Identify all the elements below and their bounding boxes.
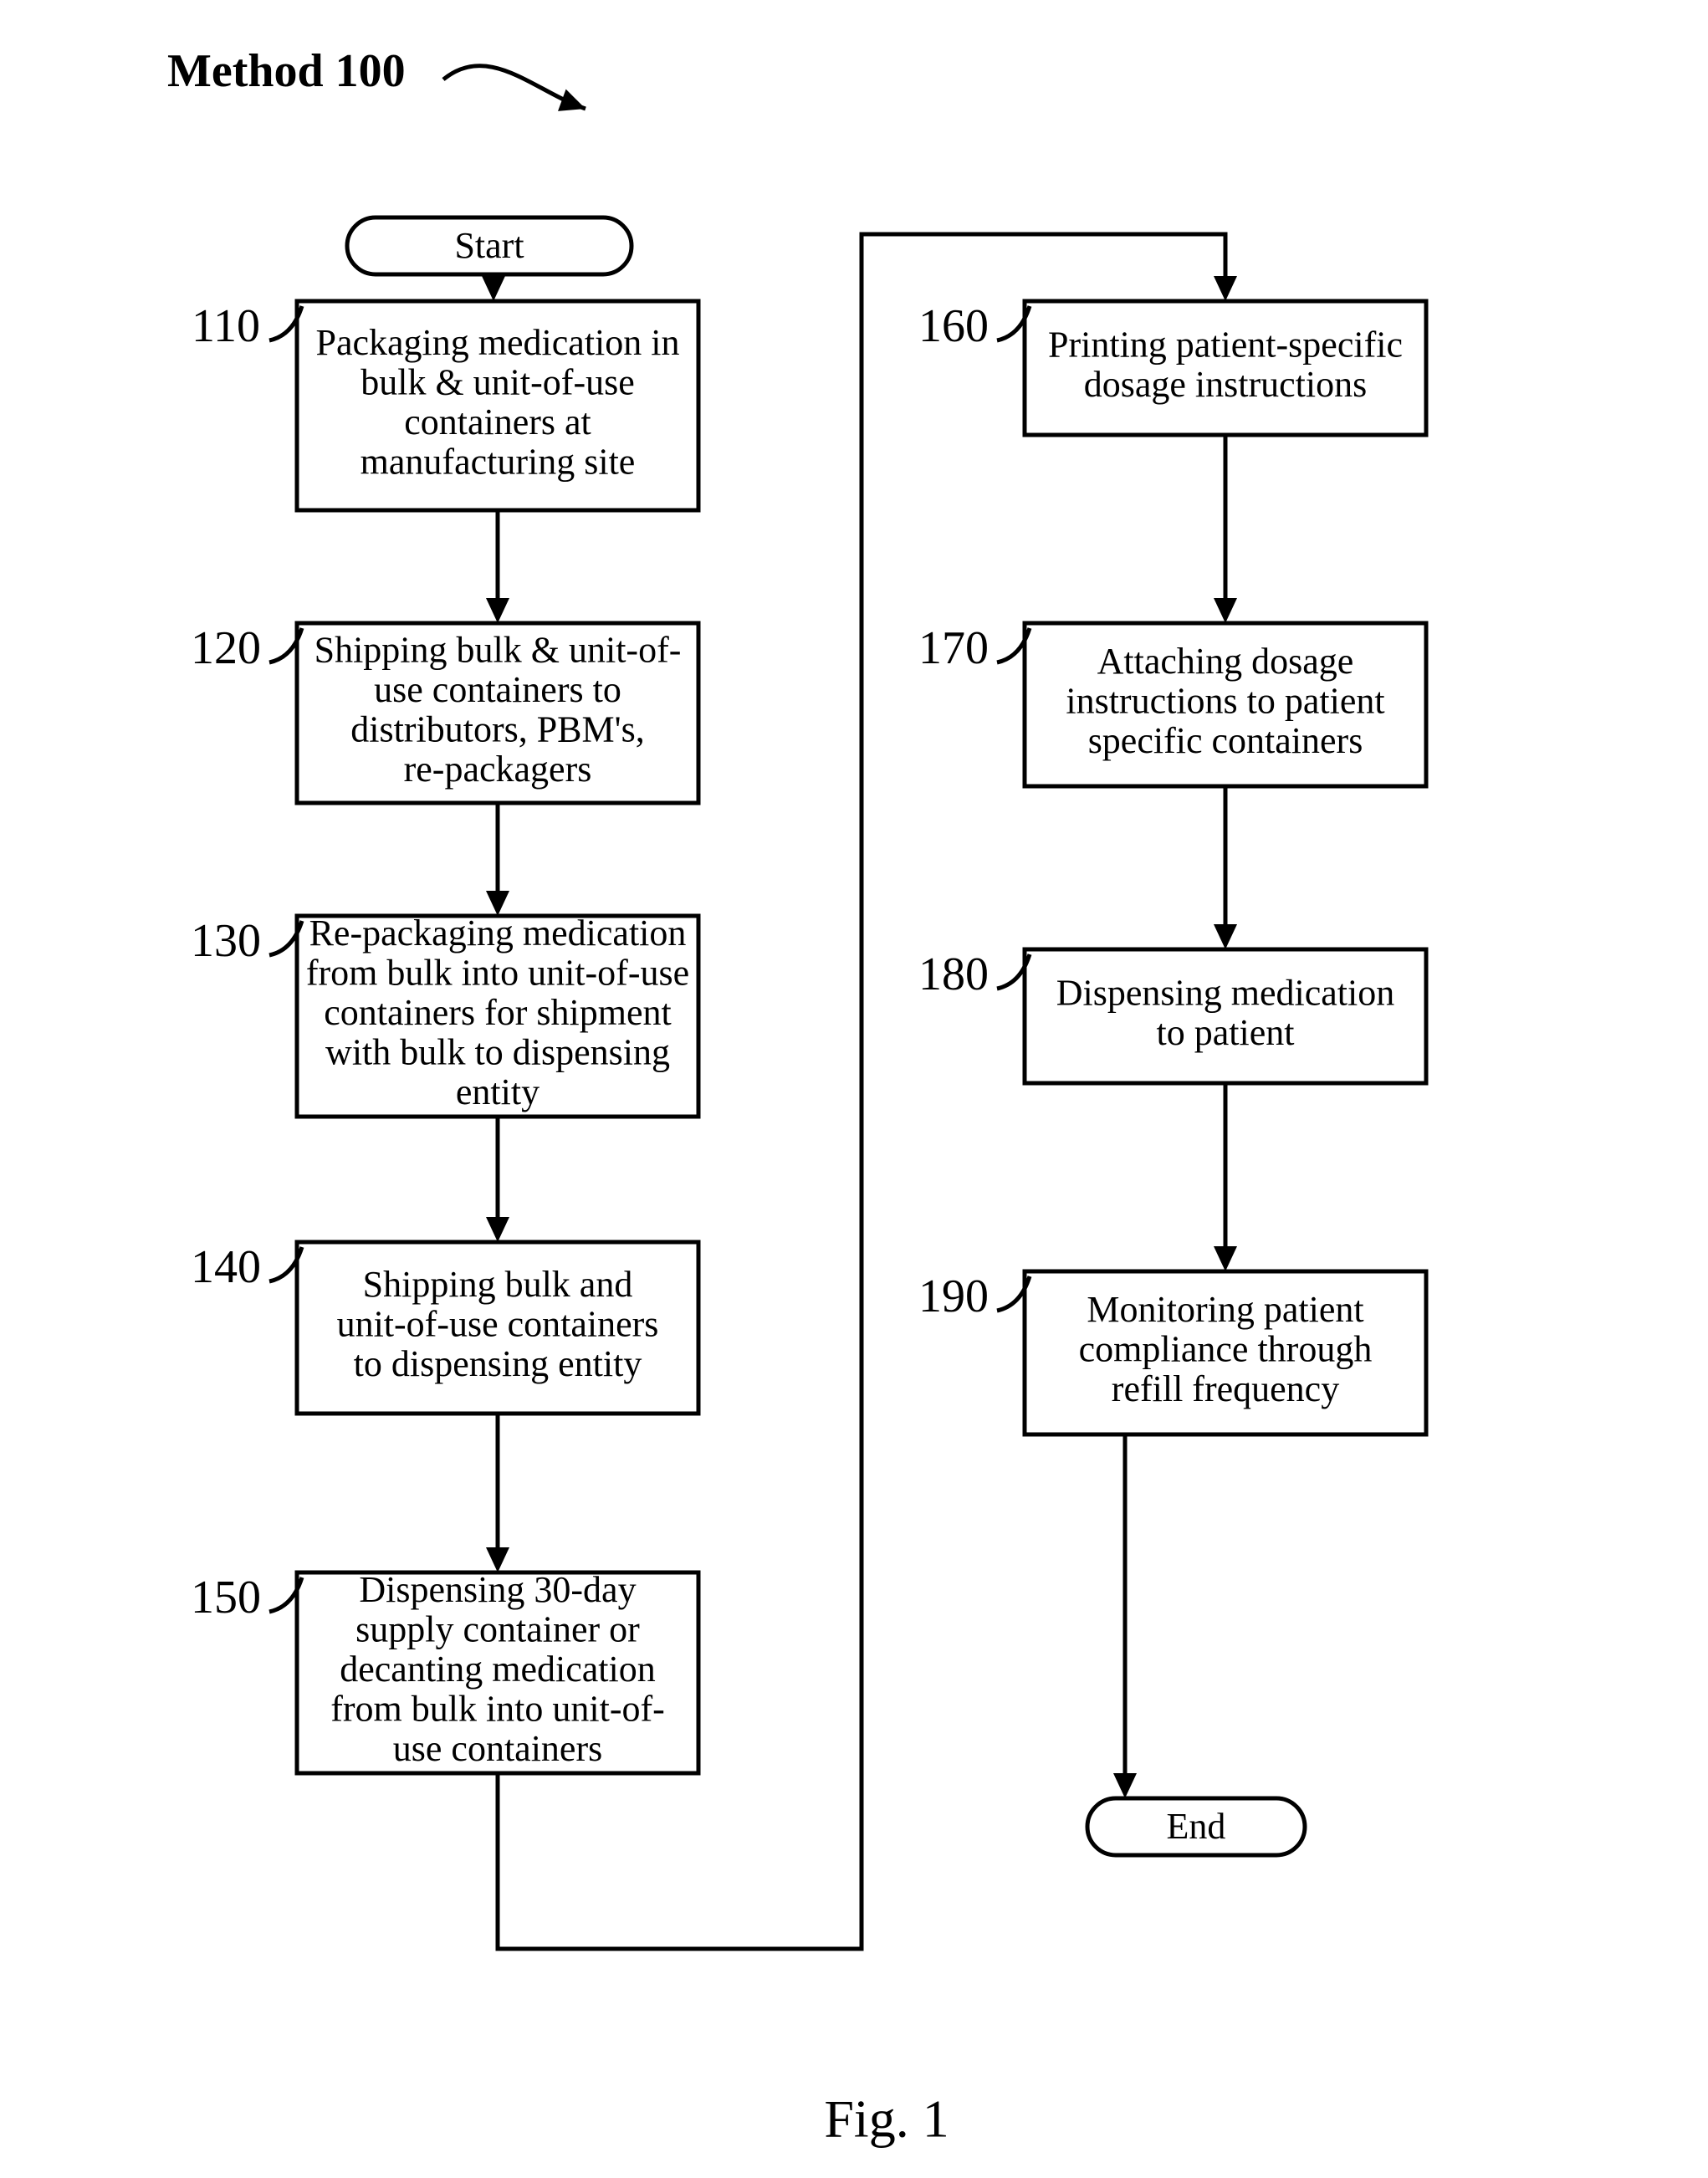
svg-text:manufacturing site: manufacturing site (361, 441, 636, 482)
svg-text:120: 120 (191, 622, 261, 674)
svg-text:150: 150 (191, 1572, 261, 1623)
svg-text:containers at: containers at (404, 401, 591, 442)
svg-text:Start: Start (454, 225, 524, 266)
svg-text:use containers: use containers (393, 1728, 602, 1769)
svg-text:supply container or: supply container or (355, 1609, 640, 1650)
svg-text:with bulk to dispensing: with bulk to dispensing (325, 1032, 670, 1073)
svg-text:190: 190 (918, 1270, 989, 1322)
svg-text:Dispensing medication: Dispensing medication (1056, 972, 1395, 1013)
svg-text:Dispensing 30-day: Dispensing 30-day (359, 1569, 636, 1610)
svg-text:instructions to patient: instructions to patient (1066, 681, 1384, 722)
svg-text:unit-of-use containers: unit-of-use containers (337, 1304, 659, 1345)
svg-text:refill frequency: refill frequency (1112, 1368, 1339, 1409)
svg-text:Method 100: Method 100 (167, 45, 406, 97)
svg-text:bulk & unit-of-use: bulk & unit-of-use (361, 361, 635, 402)
svg-text:Attaching dosage: Attaching dosage (1097, 641, 1354, 682)
svg-text:180: 180 (918, 948, 989, 1000)
svg-text:Shipping bulk and: Shipping bulk and (363, 1264, 633, 1305)
svg-text:Packaging medication in: Packaging medication in (316, 322, 680, 363)
svg-text:re-packagers: re-packagers (404, 749, 592, 790)
svg-text:110: 110 (192, 300, 260, 352)
svg-text:Re-packaging medication: Re-packaging medication (309, 913, 687, 954)
svg-text:use containers to: use containers to (374, 669, 621, 710)
svg-text:Fig. 1: Fig. 1 (824, 2089, 949, 2149)
svg-text:containers for shipment: containers for shipment (324, 992, 671, 1033)
svg-text:entity: entity (456, 1071, 540, 1112)
svg-text:to dispensing entity: to dispensing entity (354, 1343, 642, 1384)
svg-text:End: End (1167, 1806, 1226, 1847)
svg-text:distributors, PBM's,: distributors, PBM's, (350, 708, 644, 749)
svg-text:from bulk into unit-of-: from bulk into unit-of- (330, 1689, 665, 1730)
svg-text:compliance through: compliance through (1079, 1329, 1373, 1370)
svg-text:dosage instructions: dosage instructions (1084, 364, 1368, 405)
svg-text:Printing patient-specific: Printing patient-specific (1048, 324, 1403, 365)
svg-text:130: 130 (191, 915, 261, 967)
svg-text:Shipping bulk & unit-of-: Shipping bulk & unit-of- (314, 629, 682, 670)
svg-text:170: 170 (918, 622, 989, 674)
svg-text:to patient: to patient (1157, 1012, 1295, 1053)
svg-text:Monitoring patient: Monitoring patient (1087, 1289, 1363, 1330)
svg-text:specific containers: specific containers (1088, 720, 1363, 761)
svg-text:140: 140 (191, 1241, 261, 1293)
svg-text:decanting medication: decanting medication (340, 1649, 656, 1690)
svg-text:from bulk into unit-of-use: from bulk into unit-of-use (306, 953, 689, 994)
svg-text:160: 160 (918, 300, 989, 352)
